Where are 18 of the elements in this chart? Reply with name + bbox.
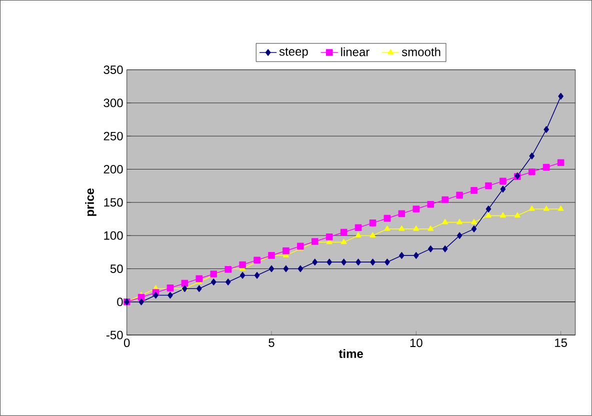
y-tick-label: 250: [104, 132, 123, 140]
legend-label: linear: [341, 48, 370, 56]
x-tick-label: 15: [555, 338, 567, 348]
y-tick-label: 150: [104, 198, 123, 207]
y-tick-label: 350: [104, 66, 123, 74]
y-tick-label: 50: [110, 264, 123, 274]
x-tick-label: 0: [124, 338, 130, 348]
y-tick-label: 0: [117, 298, 123, 306]
legend-label: steep: [279, 48, 308, 58]
y-tick-label: -50: [106, 330, 123, 340]
legend-label: smooth: [402, 48, 440, 56]
x-tick-label: 10: [410, 338, 422, 348]
y-tick-label: 100: [104, 231, 123, 240]
y-tick-label: 200: [104, 165, 123, 174]
y-axis-title: price: [85, 188, 96, 216]
x-tick-label: 5: [268, 338, 274, 348]
x-axis-title: time: [338, 349, 363, 358]
y-tick-label: 300: [104, 98, 123, 108]
